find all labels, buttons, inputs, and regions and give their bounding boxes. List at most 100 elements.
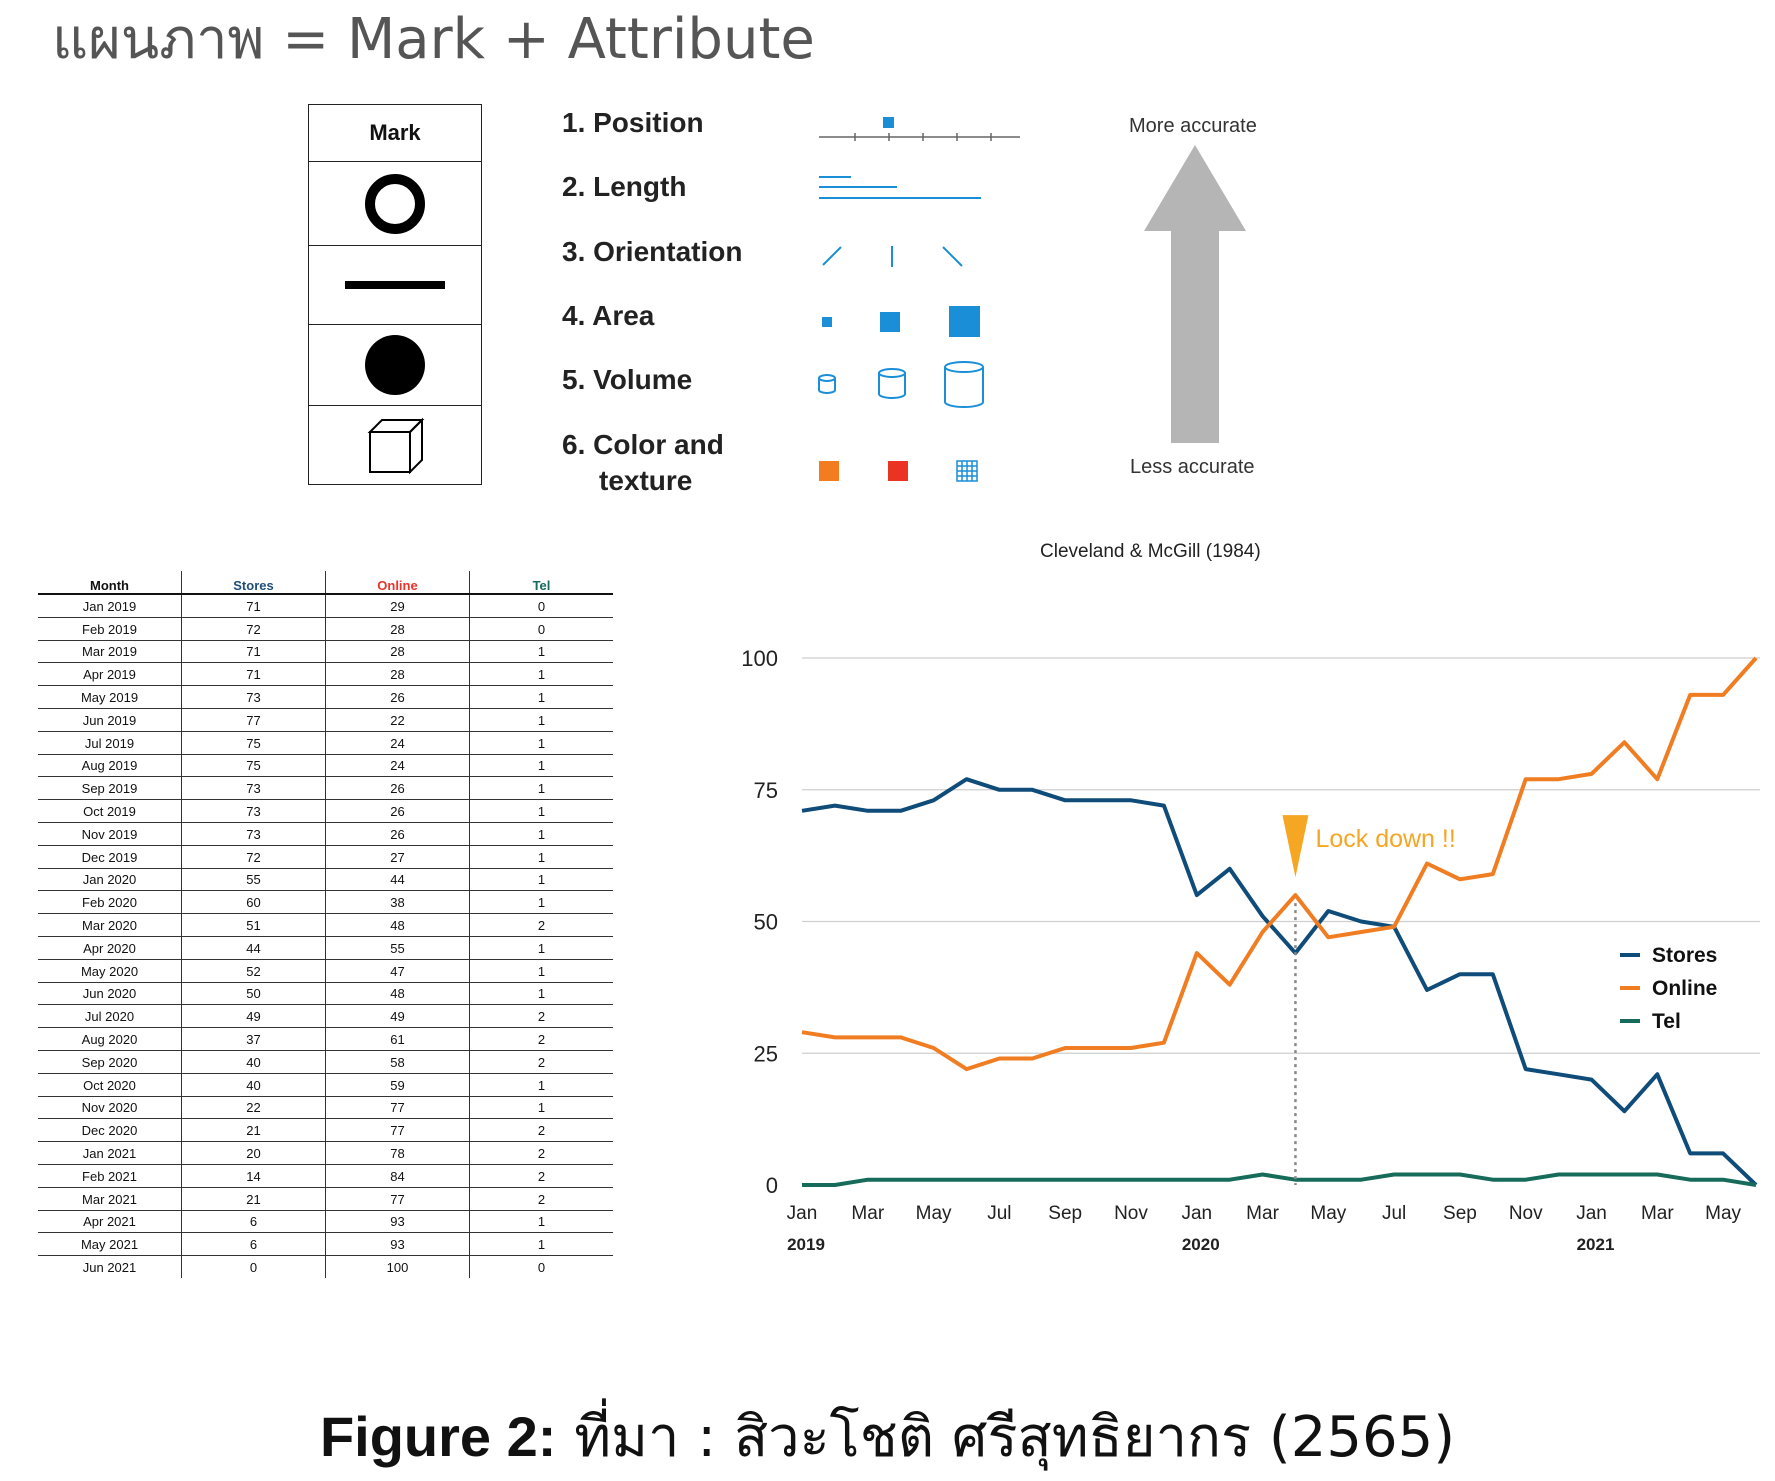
filled-circle-icon [365, 335, 425, 395]
table-cell-stores: 72 [181, 845, 326, 869]
table-row: Jun 2021 0 100 0 [38, 1255, 613, 1278]
table-cell-stores: 40 [181, 1073, 326, 1097]
attr-orientation-label: 3. Orientation [562, 236, 743, 267]
table-cell-tel: 1 [469, 640, 613, 664]
attribute-examples [818, 117, 1020, 482]
attr-area-label: 4. Area [562, 300, 655, 331]
table-header-stores: Stores [181, 571, 326, 595]
table-cell-month: Aug 2019 [38, 754, 182, 778]
table-header-tel: Tel [469, 571, 613, 595]
annotation-label: Lock down !! [1315, 825, 1455, 853]
mark-area [309, 325, 481, 406]
table-row: May 2019 73 26 1 [38, 685, 613, 709]
table-cell-stores: 73 [181, 822, 326, 846]
table-cell-stores: 49 [181, 1004, 326, 1029]
more-accurate-label: More accurate [1129, 115, 1257, 137]
table-cell-stores: 37 [181, 1027, 326, 1051]
table-row: Jan 2021 20 78 2 [38, 1141, 613, 1165]
attr-position-label: 1. Position [562, 107, 704, 138]
legend-label: Stores [1652, 944, 1717, 967]
table-cell-tel: 1 [469, 822, 613, 846]
length-example [819, 176, 981, 199]
table-cell-online: 49 [325, 1004, 470, 1029]
table-cell-tel: 1 [469, 936, 613, 960]
table-cell-month: Aug 2020 [38, 1027, 182, 1051]
table-cell-stores: 22 [181, 1096, 326, 1120]
volume-example [818, 361, 984, 408]
table-cell-stores: 55 [181, 868, 326, 892]
table-row: Dec 2019 72 27 1 [38, 845, 613, 869]
table-cell-online: 28 [325, 662, 470, 687]
table-cell-stores: 71 [181, 640, 326, 664]
table-cell-stores: 21 [181, 1118, 326, 1143]
table-cell-stores: 77 [181, 708, 326, 732]
table-body: Jan 2019 71 29 0 Feb 2019 72 28 0 Mar 2019 71 28 1 A… [38, 594, 613, 1278]
table-cell-online: 77 [325, 1096, 470, 1120]
table-row: Oct 2020 40 59 1 [38, 1073, 613, 1097]
table-cell-online: 24 [325, 754, 470, 778]
table-cell-online: 48 [325, 982, 470, 1006]
table-cell-online: 27 [325, 845, 470, 869]
table-cell-stores: 20 [181, 1141, 326, 1165]
table-cell-online: 93 [325, 1210, 470, 1234]
table-cell-tel: 1 [469, 890, 613, 915]
table-cell-tel: 2 [469, 1050, 613, 1074]
figure-caption: Figure 2: ที่มา : สิวะโชติ ศรีสุทธิยากร … [0, 1392, 1775, 1481]
table-cell-online: 26 [325, 776, 470, 801]
table-cell-tel: 2 [469, 913, 613, 937]
table-cell-month: Sep 2020 [38, 1050, 182, 1074]
orientation-example [822, 246, 963, 267]
line-icon [345, 281, 445, 289]
table-cell-online: 22 [325, 708, 470, 732]
table-cell-stores: 0 [181, 1255, 326, 1278]
x-tick-label: May [1705, 1203, 1741, 1224]
accuracy-arrow-icon [1144, 145, 1246, 443]
table-cell-month: Feb 2019 [38, 617, 182, 641]
table-header-month: Month [38, 571, 182, 595]
table-row: Mar 2019 71 28 1 [38, 640, 613, 664]
table-cell-online: 78 [325, 1141, 470, 1165]
table-cell-month: Apr 2020 [38, 936, 182, 960]
x-tick-label: Sep [1443, 1203, 1477, 1224]
table-cell-tel: 2 [469, 1187, 613, 1211]
table-cell-tel: 1 [469, 868, 613, 892]
table-cell-stores: 71 [181, 662, 326, 687]
table-cell-online: 44 [325, 868, 470, 892]
table-row: Jun 2020 50 48 1 [38, 982, 613, 1006]
table-cell-online: 48 [325, 913, 470, 937]
table-row: Apr 2019 71 28 1 [38, 662, 613, 687]
table-cell-online: 100 [325, 1255, 470, 1278]
attr-volume-label: 5. Volume [562, 364, 693, 395]
table-cell-month: Jul 2020 [38, 1004, 182, 1029]
table-cell-month: Jul 2019 [38, 731, 182, 755]
table-cell-month: Apr 2019 [38, 662, 182, 687]
table-cell-month: Oct 2020 [38, 1073, 182, 1097]
table-cell-tel: 1 [469, 662, 613, 687]
mark-header: Mark [309, 105, 481, 162]
table-row: Jan 2019 71 29 0 [38, 594, 613, 618]
attr-texture-label: texture [599, 465, 693, 496]
line-chart: 0 25 50 75 100 Jan Mar May Jul Sep Nov Jan Mar May Ju… [741, 646, 1760, 1254]
table-cell-month: Jan 2021 [38, 1141, 182, 1165]
table-row: Feb 2020 60 38 1 [38, 890, 613, 915]
page-title: แผนภาพ = Mark + Attribute [52, 7, 815, 72]
table-cell-online: 26 [325, 685, 470, 709]
table-row: Oct 2019 73 26 1 [38, 799, 613, 823]
x-tick-label: May [1310, 1203, 1346, 1224]
table-cell-tel: 1 [469, 845, 613, 869]
table-cell-online: 47 [325, 959, 470, 983]
table-cell-month: Nov 2019 [38, 822, 182, 846]
legend-label: Tel [1652, 1010, 1681, 1033]
table-cell-online: 93 [325, 1232, 470, 1257]
table-cell-month: Jan 2020 [38, 868, 182, 892]
table-cell-online: 58 [325, 1050, 470, 1074]
table-row: Dec 2020 21 77 2 [38, 1118, 613, 1143]
table-cell-month: Mar 2020 [38, 913, 182, 937]
caption-figure-number: Figure 2: [319, 1405, 557, 1468]
table-cell-tel: 0 [469, 1255, 613, 1278]
table-row: Mar 2020 51 48 2 [38, 913, 613, 937]
position-example [819, 117, 1020, 141]
table-cell-tel: 1 [469, 1210, 613, 1234]
x-tick-label: Jul [1382, 1203, 1406, 1224]
attr-length-label: 2. Length [562, 171, 687, 202]
